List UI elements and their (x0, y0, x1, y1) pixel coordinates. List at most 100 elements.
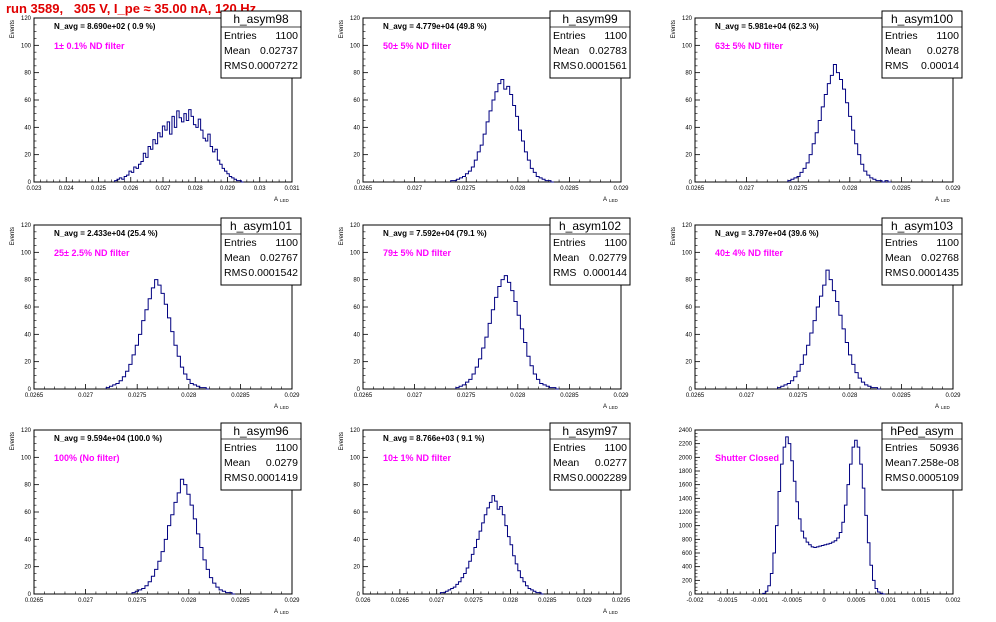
stats-box (881, 422, 963, 491)
x-axis-label: A (935, 404, 939, 410)
filter-annotation: 100% (No filter) (54, 453, 120, 463)
y-tick-label: 20 (353, 565, 360, 571)
x-tick-label: 0.0275 (464, 598, 483, 604)
y-tick-label: 60 (24, 98, 31, 104)
y-tick-label: 40 (353, 332, 360, 338)
y-tick-label: 0 (689, 592, 693, 598)
x-tick-label: 0.027 (407, 186, 423, 192)
histogram-panel: 0.026 0.0265 0.027 0.0275 0.028 0.0285 0.029 0.… (339, 422, 631, 615)
y-tick-label: 200 (682, 578, 693, 584)
stats-entries-value: 50936 (930, 442, 959, 454)
stats-box (549, 422, 631, 491)
y-tick-label: 0 (28, 180, 32, 186)
navg-annotation: N_avg = 5.981e+04 (62.3 %) (715, 22, 819, 31)
x-tick-label: 0.0265 (354, 186, 373, 192)
navg-annotation: N_avg = 9.594e+04 (100.0 %) (54, 434, 162, 443)
y-axis-label: Events (10, 432, 16, 450)
y-axis-label: Events (671, 227, 677, 245)
y-tick-label: 40 (685, 125, 692, 131)
stats-box (549, 217, 631, 286)
x-tick-label: -0.002 (686, 598, 704, 604)
stats-mean-label: Mean (553, 457, 579, 469)
stats-rms-value: 0.0007272 (248, 60, 298, 72)
y-tick-label: 1600 (679, 483, 693, 489)
stats-entries-value: 1100 (275, 237, 298, 249)
y-tick-label: 1400 (679, 496, 693, 502)
stats-rms-label: RMS (885, 472, 908, 484)
y-tick-label: 60 (353, 305, 360, 311)
x-axis-label-subscript: LED (280, 198, 290, 203)
x-tick-label: 0.027 (739, 186, 755, 192)
x-tick-label: 0.0275 (457, 186, 476, 192)
stats-rms-value: 0.0001561 (577, 60, 627, 72)
x-axis-label: A (603, 197, 607, 203)
stats-entries-label: Entries (885, 442, 918, 454)
y-tick-label: 60 (685, 305, 692, 311)
y-tick-label: 1200 (679, 510, 693, 516)
stats-entries-label: Entries (224, 30, 257, 42)
stats-entries-value: 1100 (936, 237, 959, 249)
stats-rms-label: RMS (224, 60, 247, 72)
y-tick-label: 20 (353, 153, 360, 159)
stats-box (220, 422, 302, 491)
stats-box (549, 10, 631, 79)
stats-mean-label: Mean (885, 45, 911, 57)
histogram-panel: 0.0265 0.027 0.0275 0.028 0.0285 0.029 0 20 40 60… (10, 422, 302, 615)
y-tick-label: 100 (21, 455, 32, 461)
stats-rms-label: RMS (553, 267, 576, 279)
stats-mean-label: Mean (885, 252, 911, 264)
histogram-name: h_asym102 (559, 219, 621, 233)
x-tick-label: 0.024 (59, 186, 75, 192)
filter-annotation: 63± 5% ND filter (715, 41, 783, 51)
histogram-series (439, 495, 544, 595)
stats-entries-label: Entries (553, 30, 586, 42)
x-tick-label: 0.028 (188, 186, 204, 192)
stats-mean-value: 0.02767 (260, 252, 298, 264)
x-tick-label: 0.0285 (560, 393, 579, 399)
filter-annotation: 50± 5% ND filter (383, 41, 451, 51)
x-tick-label: 0.028 (181, 393, 197, 399)
x-tick-label: 0.028 (842, 393, 858, 399)
stats-entries-value: 1100 (604, 30, 627, 42)
x-axis-label-subscript: LED (280, 610, 290, 615)
x-tick-label: 0.001 (881, 598, 897, 604)
x-tick-label: 0.028 (510, 186, 526, 192)
y-tick-label: 100 (350, 43, 361, 49)
x-tick-label: 0.0275 (789, 186, 808, 192)
histogram-name: h_asym103 (891, 219, 953, 233)
stats-mean-value: 0.0278 (927, 45, 959, 57)
y-tick-label: 40 (24, 537, 31, 543)
x-tick-label: 0.028 (510, 393, 526, 399)
stats-rms-label: RMS (553, 472, 576, 484)
y-axis-label: Events (339, 20, 345, 38)
y-tick-label: 120 (21, 16, 32, 22)
histogram-panel: 0.0265 0.027 0.0275 0.028 0.0285 0.029 0 20 40 60… (671, 217, 963, 410)
filter-annotation: Shutter Closed (715, 453, 779, 463)
filter-annotation: 10± 1% ND filter (383, 453, 451, 463)
x-tick-label: 0.027 (407, 393, 423, 399)
y-tick-label: 100 (350, 250, 361, 256)
stats-mean-label: Mean (224, 457, 250, 469)
stats-mean-label: Mean (553, 252, 579, 264)
x-tick-label: 0.0285 (538, 598, 557, 604)
stats-mean-value: 0.02783 (589, 45, 627, 57)
navg-annotation: N_avg = 2.433e+04 (25.4 %) (54, 229, 158, 238)
stats-mean-value: 0.02779 (589, 252, 627, 264)
x-tick-label: 0.027 (78, 598, 94, 604)
filter-annotation: 40± 4% ND filter (715, 248, 783, 258)
y-tick-label: 2200 (679, 442, 693, 448)
histogram-panel: 0.023 0.024 0.025 0.026 0.027 0.028 0.029 0.03 0… (10, 10, 302, 203)
x-axis-label: A (603, 609, 607, 615)
y-tick-label: 80 (24, 71, 31, 77)
stats-entries-label: Entries (885, 237, 918, 249)
x-tick-label: 0.029 (284, 598, 300, 604)
stats-rms-value: 0.0001435 (909, 267, 959, 279)
x-tick-label: 0.029 (284, 393, 300, 399)
stats-box (220, 217, 302, 286)
y-tick-label: 80 (685, 71, 692, 77)
stats-entries-label: Entries (553, 237, 586, 249)
x-axis-label: A (935, 197, 939, 203)
stats-rms-value: 0.0005109 (909, 472, 959, 484)
y-tick-label: 120 (21, 223, 32, 229)
stats-rms-value: 0.0001419 (248, 472, 298, 484)
